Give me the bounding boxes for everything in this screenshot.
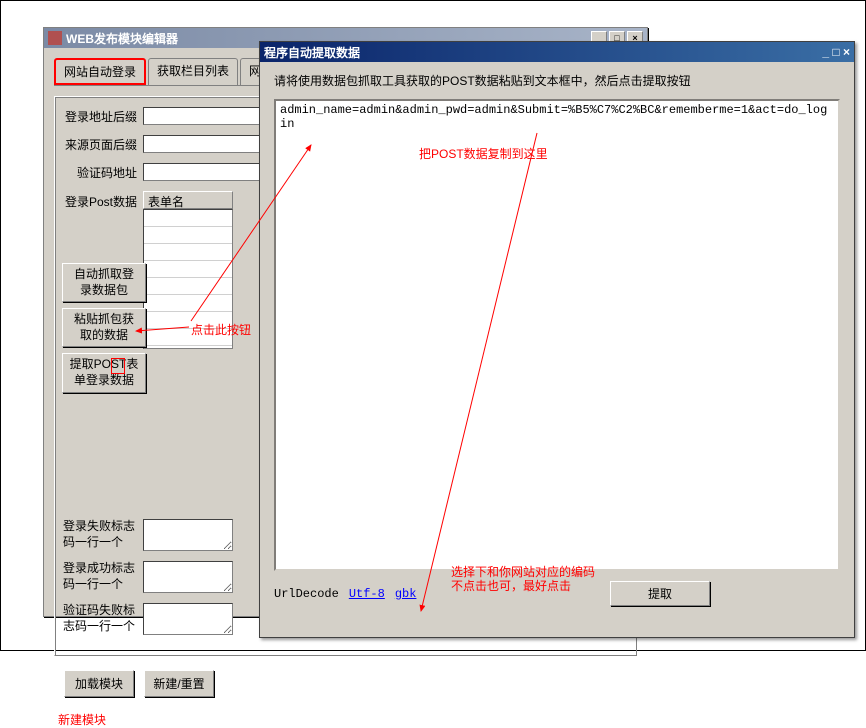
- extract-button[interactable]: 提取: [610, 581, 710, 606]
- captcha-fail-label: 验证码失败标 志码一行一个: [63, 603, 143, 634]
- login-success-input[interactable]: [143, 561, 233, 593]
- utf8-link[interactable]: Utf-8: [349, 587, 385, 601]
- extract-body: 请将使用数据包抓取工具获取的POST数据粘贴到文本框中，然后点击提取按钮 Url…: [260, 62, 854, 637]
- login-url-label: 登录地址后缀: [63, 108, 143, 125]
- table-body[interactable]: [143, 209, 233, 349]
- login-fail-label: 登录失败标志 码一行一个: [63, 519, 143, 550]
- extract-bottom-bar: UrlDecode Utf-8 gbk 提取: [274, 571, 840, 606]
- gbk-link[interactable]: gbk: [395, 587, 417, 601]
- captcha-url-label: 验证码地址: [63, 164, 143, 181]
- dialog-minimize-button[interactable]: _: [822, 45, 829, 59]
- referer-label: 来源页面后缀: [63, 136, 143, 153]
- extract-title: 程序自动提取数据: [264, 44, 822, 61]
- dialog-window-buttons: _ □ ×: [822, 45, 850, 59]
- bottom-buttons: 加载模块 新建/重置: [64, 670, 637, 697]
- dialog-close-button[interactable]: ×: [843, 45, 850, 59]
- extract-post-button[interactable]: 提取POST表 单登录数据: [62, 353, 146, 392]
- form-table: 表单名: [143, 191, 233, 349]
- auto-capture-button[interactable]: 自动抓取登 录数据包: [62, 263, 146, 302]
- new-reset-button[interactable]: 新建/重置: [144, 670, 214, 697]
- login-fail-input[interactable]: [143, 519, 233, 551]
- extract-dialog: 程序自动提取数据 _ □ × 请将使用数据包抓取工具获取的POST数据粘贴到文本…: [259, 41, 855, 638]
- tab-auto-login[interactable]: 网站自动登录: [54, 58, 146, 85]
- urldecode-label: UrlDecode: [274, 587, 339, 601]
- dialog-maximize-button[interactable]: □: [832, 45, 839, 59]
- status-text: 新建模块: [58, 711, 637, 728]
- load-module-button[interactable]: 加载模块: [64, 670, 134, 697]
- login-success-label: 登录成功标志 码一行一个: [63, 561, 143, 592]
- tab-column-list[interactable]: 获取栏目列表: [148, 58, 238, 85]
- extract-titlebar: 程序自动提取数据 _ □ ×: [260, 42, 854, 62]
- post-data-label: 登录Post数据: [63, 191, 143, 210]
- post-data-textarea[interactable]: [274, 99, 840, 571]
- paste-capture-button[interactable]: 粘贴抓包获 取的数据: [62, 308, 146, 347]
- app-icon: [48, 31, 62, 45]
- table-header: 表单名: [143, 191, 233, 209]
- captcha-fail-input[interactable]: [143, 603, 233, 635]
- capture-buttons: 自动抓取登 录数据包 粘贴抓包获 取的数据 提取POST表 单登录数据: [62, 263, 146, 393]
- instruction-text: 请将使用数据包抓取工具获取的POST数据粘贴到文本框中，然后点击提取按钮: [274, 72, 840, 89]
- post-section: 表单名: [143, 191, 233, 349]
